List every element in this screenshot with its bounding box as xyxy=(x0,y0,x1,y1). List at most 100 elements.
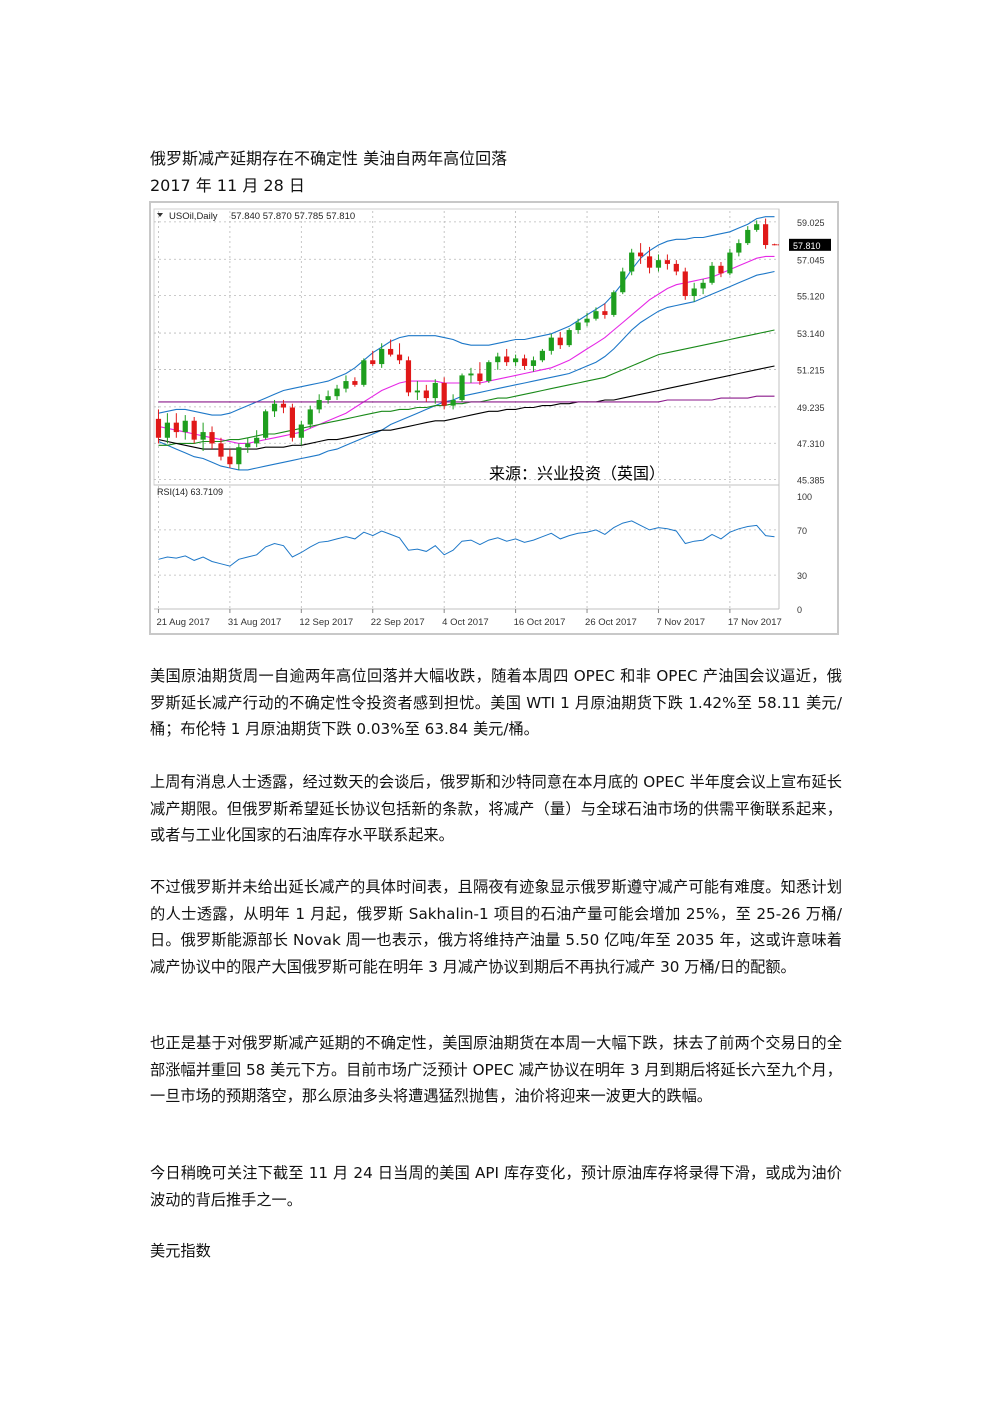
candle-body-down xyxy=(352,381,358,385)
candle-body-up xyxy=(245,443,251,448)
candle-body-up xyxy=(298,424,304,438)
overlay-sma-green xyxy=(158,329,775,446)
candle-body-down xyxy=(441,382,447,406)
candle-body-up xyxy=(325,396,331,400)
candle-body-down xyxy=(504,356,510,363)
candle-body-up xyxy=(584,318,590,323)
candle-body-up xyxy=(539,350,545,361)
candle-body-down xyxy=(718,265,724,274)
candle-body-up xyxy=(182,420,188,433)
candle-body-down xyxy=(280,403,287,408)
candle-body-up xyxy=(236,447,242,465)
candle-body-up xyxy=(164,422,170,438)
price-tick-label: 59.025 xyxy=(797,218,825,228)
candle-body-up xyxy=(316,399,322,410)
article-title: 俄罗斯减产延期存在不确定性 美油自两年高位回落 xyxy=(150,149,508,168)
time-tick-label: 7 Nov 2017 xyxy=(656,617,705,628)
rsi-tick-label: 0 xyxy=(797,605,802,615)
candle-body-up xyxy=(307,409,313,425)
candle-body-down xyxy=(289,407,295,438)
candle-body-up xyxy=(468,373,474,376)
candle-body-down xyxy=(370,360,376,365)
chart-canvas: 59.025 57.045 55.120 53.140 51.215 49.235 47.3… xyxy=(153,208,831,628)
time-tick-label: 12 Sep 2017 xyxy=(299,617,353,628)
rsi-tick-label: 30 xyxy=(797,571,807,581)
time-tick-label: 26 Oct 2017 xyxy=(585,617,637,628)
candle-body-up xyxy=(611,292,617,315)
candle-body-down xyxy=(646,256,653,268)
rsi-label: RSI(14) 63.7109 xyxy=(157,487,223,497)
candle-body-up xyxy=(271,403,278,412)
candle-body-up xyxy=(361,360,367,385)
candle-body-up xyxy=(727,252,733,274)
candle-body-down xyxy=(209,432,215,444)
candle-body-down xyxy=(405,360,412,393)
candle-body-down xyxy=(155,418,162,438)
candle-body-up xyxy=(450,399,456,406)
candle-body-up xyxy=(566,330,572,346)
overlay-sma-purple xyxy=(158,395,775,403)
article-paragraph: 美国原油期货周一自逾两年高位回落并大幅收跌，随着本周四 OPEC 和非 OPEC… xyxy=(150,667,842,739)
candle-body-up xyxy=(593,311,599,319)
candle-body-down xyxy=(191,420,197,440)
time-tick-label: 21 Aug 2017 xyxy=(156,617,209,628)
candle-body-down xyxy=(477,373,483,382)
overlay-bollinger-upper xyxy=(158,216,775,416)
candle-body-up xyxy=(414,390,420,393)
candle-body-up xyxy=(495,356,501,363)
candle-body-up xyxy=(736,243,742,253)
overlay-bollinger-mid xyxy=(158,255,775,444)
candle-body-down xyxy=(638,252,644,257)
candle-body-down xyxy=(673,263,679,272)
source-watermark: 来源：兴业投资（英国） xyxy=(489,464,665,483)
candle-body-up xyxy=(513,358,519,363)
candle-body-up xyxy=(754,224,760,230)
candle-body-down xyxy=(396,354,403,361)
candle-body-up xyxy=(200,432,206,440)
candle-body-up xyxy=(575,322,581,331)
article-paragraph: 上周有消息人士透露，经过数天的会谈后，俄罗斯和沙特同意在本月底的 OPEC 半年… xyxy=(150,773,842,845)
candle-body-up xyxy=(700,282,706,289)
price-tick-label: 53.140 xyxy=(797,329,825,339)
candle-body-up xyxy=(655,260,662,268)
rsi-tick-label: 100 xyxy=(797,492,812,502)
candle-body-up xyxy=(486,362,492,382)
candle-body-up xyxy=(432,382,438,399)
candle-body-down xyxy=(557,337,563,346)
candle-body-up xyxy=(459,375,465,400)
candle-body-down xyxy=(388,348,394,355)
candle-body-up xyxy=(343,381,349,389)
time-tick-label: 16 Oct 2017 xyxy=(514,617,566,628)
article-paragraph: 今日稍晚可关注下截至 11 月 24 日当周的美国 API 库存变化，预计原油库… xyxy=(150,1164,842,1209)
article-date: 2017 年 11 月 28 日 xyxy=(150,176,305,195)
candle-body-down xyxy=(664,260,670,264)
current-price-label: 57.810 xyxy=(793,241,821,251)
section-heading-dollar-index: 美元指数 xyxy=(150,1242,211,1260)
article-paragraph: 不过俄罗斯并未给出延长减产的具体时间表，且隔夜有迹象显示俄罗斯遵守减产可能有难度… xyxy=(150,878,842,976)
rsi-tick-label: 70 xyxy=(797,526,807,536)
price-tick-label: 45.385 xyxy=(797,476,825,486)
overlay-sma-black xyxy=(158,365,775,450)
current-price-tag xyxy=(789,238,831,251)
candle-body-down xyxy=(763,224,769,246)
candle-body-down xyxy=(682,271,688,297)
price-tick-label: 51.215 xyxy=(797,365,825,375)
candle-body-up xyxy=(709,265,715,283)
candle-body-down xyxy=(227,456,233,465)
candle-body-down xyxy=(521,358,528,366)
price-tick-label: 55.120 xyxy=(797,292,825,302)
price-tick-label: 49.235 xyxy=(797,403,825,413)
candle-body-down xyxy=(218,443,224,457)
candle-body-up xyxy=(334,388,340,397)
time-tick-label: 31 Aug 2017 xyxy=(228,617,281,628)
candle-body-up xyxy=(548,337,554,351)
time-tick-label: 17 Nov 2017 xyxy=(728,617,782,628)
candle-body-up xyxy=(691,288,697,297)
chevron-down-icon xyxy=(157,213,163,217)
price-tick-label: 47.310 xyxy=(797,439,825,449)
candle-body-up xyxy=(530,360,537,366)
candle-body-up xyxy=(263,411,269,438)
candle-body-up xyxy=(745,229,751,244)
candle-body-up xyxy=(620,271,626,293)
